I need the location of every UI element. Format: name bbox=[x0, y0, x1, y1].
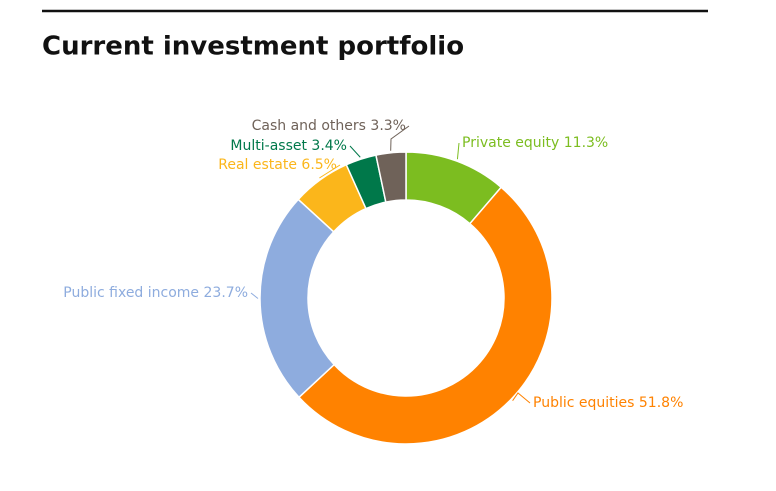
category-label: Public equities bbox=[533, 395, 634, 411]
leader-line bbox=[390, 125, 410, 151]
donut-segment bbox=[259, 198, 336, 399]
leader-line bbox=[456, 142, 460, 160]
leader-line bbox=[319, 164, 341, 179]
category-label: Public fixed income bbox=[63, 285, 199, 301]
data-label: Real estate 6.5% bbox=[218, 157, 337, 173]
value-label: 6.5% bbox=[301, 157, 337, 173]
donut-segment bbox=[375, 151, 407, 203]
leader-line bbox=[250, 292, 259, 299]
data-label: Cash and others 3.3% bbox=[252, 118, 406, 134]
value-label: 11.3% bbox=[564, 135, 608, 151]
value-label: 3.4% bbox=[311, 138, 347, 154]
leader-line bbox=[349, 145, 361, 158]
data-label: Multi-asset 3.4% bbox=[230, 138, 347, 154]
data-label: Public equities 51.8% bbox=[533, 395, 683, 411]
value-label: 23.7% bbox=[204, 285, 248, 301]
category-label: Multi-asset bbox=[230, 138, 307, 154]
donut-segment bbox=[297, 186, 553, 445]
data-label: Public fixed income 23.7% bbox=[63, 285, 248, 301]
category-label: Private equity bbox=[462, 135, 559, 151]
chart-title: Current investment portfolio bbox=[42, 32, 464, 62]
category-label: Real estate bbox=[218, 157, 297, 173]
leader-line bbox=[512, 392, 531, 404]
value-label: 3.3% bbox=[370, 118, 406, 134]
data-label: Private equity 11.3% bbox=[462, 135, 608, 151]
category-label: Cash and others bbox=[252, 118, 366, 134]
value-label: 51.8% bbox=[639, 395, 683, 411]
